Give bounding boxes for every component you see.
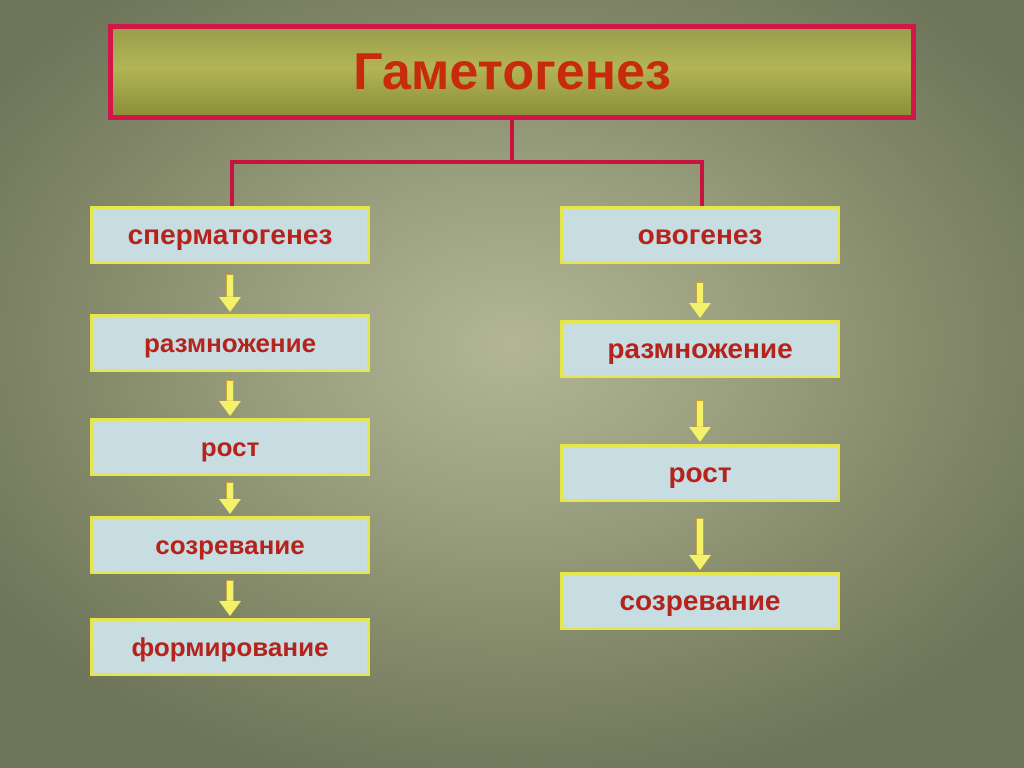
left-step-label: рост [201,432,260,463]
connector-left-vert [230,160,234,206]
right-header-box: овогенез [560,206,840,264]
title-text: Гаметогенез [353,42,671,102]
down-arrow-icon [219,380,241,416]
right-header-label: овогенез [638,219,763,251]
right-step-label: созревание [619,585,780,617]
down-arrow-icon [219,482,241,514]
left-header-label: сперматогенез [128,219,333,251]
down-arrow-icon [689,400,711,442]
right-step-box: рост [560,444,840,502]
connector-right-vert [700,160,704,206]
down-arrow-icon [219,580,241,616]
connector-split-horiz [230,160,704,164]
down-arrow-icon [689,282,711,318]
left-step-label: размножение [144,328,316,359]
left-step-box: созревание [90,516,370,574]
left-step-box: формирование [90,618,370,676]
left-step-label: созревание [155,530,305,561]
left-step-box: рост [90,418,370,476]
right-step-box: размножение [560,320,840,378]
left-step-label: формирование [131,632,328,663]
right-step-label: размножение [607,333,792,365]
down-arrow-icon [219,274,241,312]
left-step-box: размножение [90,314,370,372]
left-header-box: сперматогенез [90,206,370,264]
connector-main-vert [510,120,514,164]
slide-root: Гаметогенез сперматогенез овогенез размн… [0,0,1024,768]
right-step-label: рост [668,457,731,489]
right-step-box: созревание [560,572,840,630]
down-arrow-icon [689,518,711,570]
title-box: Гаметогенез [108,24,916,120]
